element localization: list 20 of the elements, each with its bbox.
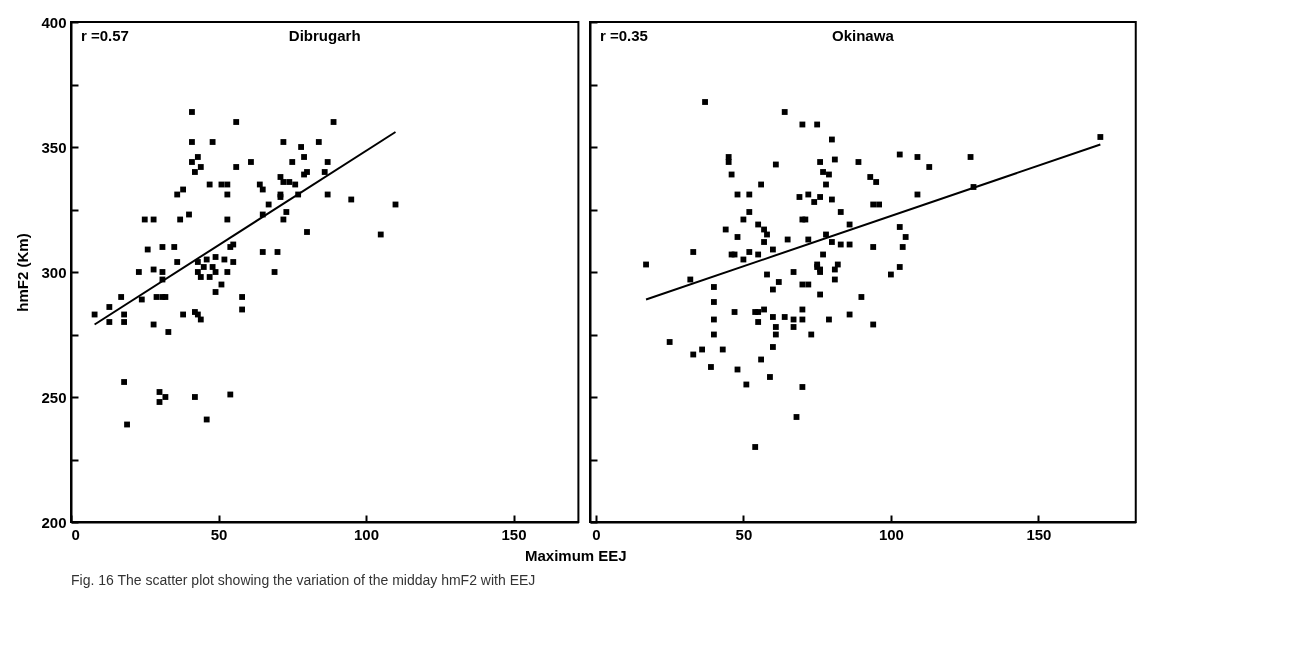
x-tick-label: 100 — [878, 525, 904, 543]
x-tick-label: 100 — [353, 525, 380, 543]
x-tick-label: 0 — [592, 525, 601, 543]
y-axis-title: hmF2 (Km) — [14, 233, 32, 312]
y-tick-label: 400 — [41, 13, 67, 31]
annotation: r =0.57 — [81, 27, 129, 44]
annotation: Okinawa — [832, 27, 895, 44]
x-tick-label: 150 — [1026, 525, 1052, 543]
caption: Fig. 16 The scatter plot showing the variation of the midday hmF2 with EEJ — [71, 572, 536, 588]
x-tick-label: 50 — [210, 525, 228, 543]
x-tick-label: 0 — [71, 525, 80, 543]
y-tick-label: 350 — [41, 138, 67, 156]
x-axis-title: Maximum EEJ — [525, 547, 627, 564]
annotation: Dibrugarh — [288, 27, 361, 44]
y-tick-label: 300 — [41, 263, 67, 281]
x-tick-label: 50 — [735, 525, 753, 543]
x-tick-label: 150 — [501, 525, 527, 543]
y-tick-label: 250 — [41, 388, 67, 406]
y-tick-label: 200 — [41, 513, 67, 531]
annotation: r =0.35 — [600, 27, 648, 44]
